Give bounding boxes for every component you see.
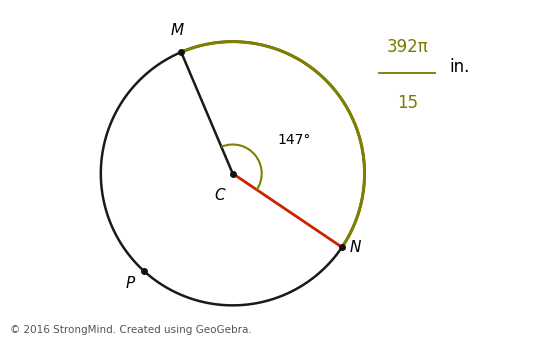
Text: C: C: [214, 187, 225, 203]
Text: M: M: [171, 23, 184, 38]
Text: P: P: [125, 276, 135, 291]
Text: 147°: 147°: [278, 133, 311, 147]
Text: 15: 15: [397, 94, 418, 112]
Text: 392π: 392π: [386, 37, 428, 56]
Text: in.: in.: [449, 58, 470, 76]
Text: © 2016 StrongMind. Created using GeoGebra.: © 2016 StrongMind. Created using GeoGebr…: [10, 325, 252, 335]
Text: N: N: [350, 240, 361, 255]
